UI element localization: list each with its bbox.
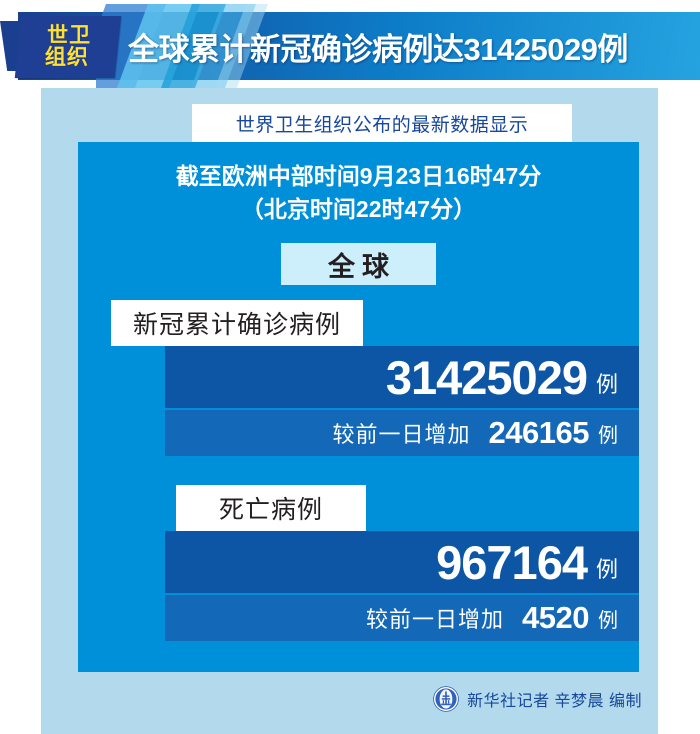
datetime-line1: 截至欧洲中部时间9月23日16时47分 [175, 163, 542, 189]
deaths-total-unit: 例 [595, 557, 618, 582]
who-org-badge-line1: 世卫 [47, 23, 92, 47]
credit-text: 新华社记者 辛梦晨 编制 [467, 693, 642, 710]
section-label-confirmed: 新冠累计确诊病例 [111, 300, 363, 346]
confirmed-delta-value: 246165 [488, 415, 590, 450]
who-org-badge-line2: 组织 [44, 46, 89, 69]
scope-badge: 全球 [281, 243, 436, 285]
confirmed-delta-label: 较前一日增加 [332, 422, 471, 447]
datetime-line2: （北京时间22时47分） [240, 195, 477, 222]
xinhua-logo-icon [433, 686, 459, 712]
header-banner: 世卫 组织 全球累计新冠确诊病例达31425029例 [0, 0, 700, 96]
confirmed-delta-row: 较前一日增加 246165 例 [165, 410, 639, 456]
credit-block: 新华社记者 辛梦晨 编制 [433, 685, 642, 713]
confirmed-delta-unit: 例 [598, 424, 618, 447]
inner-panel: 截至欧洲中部时间9月23日16时47分 （北京时间22时47分） 全球 新冠累计… [78, 142, 639, 672]
section-label-deaths: 死亡病例 [176, 485, 366, 531]
subtitle-text: 世界卫生组织公布的最新数据显示 [235, 114, 529, 136]
deaths-delta-value: 4520 [522, 600, 589, 635]
confirmed-total-value: 31425029 [385, 350, 588, 404]
page-title: 全球累计新冠确诊病例达31425029例 [128, 31, 628, 67]
deaths-delta-label: 较前一日增加 [366, 607, 505, 632]
datetime-block: 截至欧洲中部时间9月23日16时47分 （北京时间22时47分） [78, 160, 639, 225]
deaths-delta-unit: 例 [598, 609, 618, 632]
deaths-delta-row: 较前一日增加 4520 例 [165, 595, 639, 641]
section-label-confirmed-text: 新冠累计确诊病例 [132, 311, 341, 339]
deaths-total-row: 967164 例 [165, 531, 639, 593]
who-org-badge: 世卫 组织 [14, 16, 122, 78]
subtitle-row: 世界卫生组织公布的最新数据显示 [41, 104, 658, 142]
confirmed-total-row: 31425029 例 [165, 346, 639, 408]
subtitle-box: 世界卫生组织公布的最新数据显示 [192, 104, 572, 142]
deaths-total-value: 967164 [436, 535, 588, 589]
section-label-deaths-text: 死亡病例 [218, 496, 323, 524]
scope-badge-label: 全球 [328, 251, 396, 282]
confirmed-total-unit: 例 [595, 372, 618, 397]
